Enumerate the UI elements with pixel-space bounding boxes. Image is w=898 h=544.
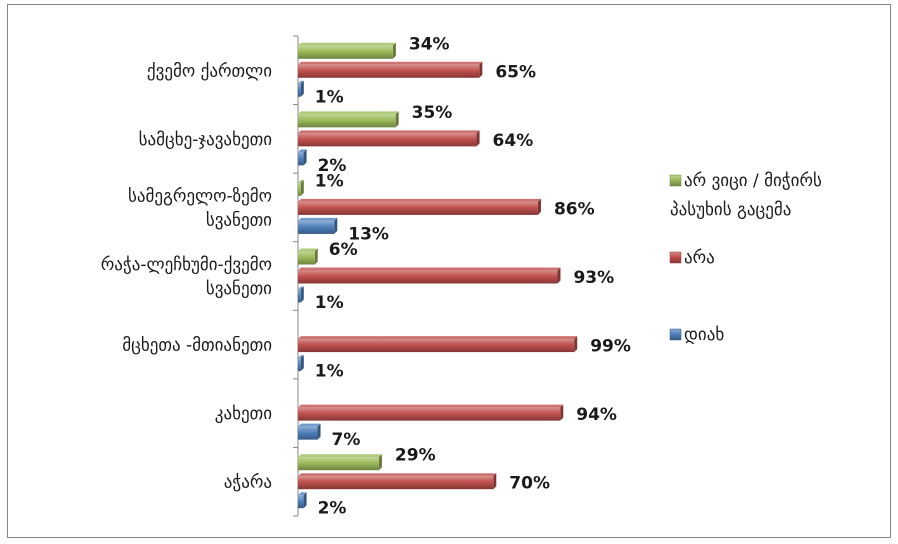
bar [298,133,477,147]
legend-swatch [669,251,682,264]
bar-top-face [298,336,578,340]
bar-end-face [537,198,541,215]
bar [298,426,318,440]
legend-swatch [669,328,682,341]
data-label: 86% [554,199,595,219]
bar-top-face [298,423,321,427]
bar-top-face [298,179,304,183]
category-label: რაჭა-ლეჩხუმი-ქვემო სვანეთი [101,255,272,299]
bar [298,457,379,471]
bar [298,251,315,265]
bar [298,64,480,78]
data-label: 13% [348,224,389,244]
bar [298,114,396,128]
bar [298,339,575,353]
bar-top-face [298,42,396,46]
bar [298,358,301,372]
bar-top-face [298,130,480,134]
bar-end-face [479,61,483,78]
data-label: 6% [329,240,358,260]
bar-end-face [300,179,304,196]
bar-end-face [395,111,399,128]
category-label: აჭარა [224,473,272,493]
bar-top-face [298,149,307,153]
bar-top-face [298,80,304,84]
bar-end-face [334,217,338,234]
data-label: 70% [509,474,550,494]
data-label: 93% [573,268,614,288]
data-label: 34% [409,34,450,54]
legend-swatch [669,174,682,187]
bar [298,201,538,215]
bar-top-face [298,492,307,496]
bar-top-face [298,61,483,65]
bar-end-face [392,42,396,59]
bar [298,45,393,59]
bar-end-face [557,267,561,284]
bar-end-face [314,248,318,265]
bar-top-face [298,267,561,271]
data-label: 99% [590,337,631,357]
data-label: 1% [315,293,344,313]
bar-end-face [493,473,497,490]
data-label: 2% [318,156,347,176]
data-label: 1% [315,362,344,382]
bar [298,220,335,234]
bar [298,407,561,421]
bar-end-face [560,404,564,421]
bar [298,476,494,490]
bar [298,83,301,97]
bar-top-face [298,198,541,202]
data-label: 1% [315,87,344,107]
legend-label: არ ვიცი / მიჭირს პასუხის გაცემა [670,171,822,220]
data-label: 1% [315,171,344,191]
bar-end-face [300,80,304,97]
bar [298,152,304,166]
bar-top-face [298,473,497,477]
bar-top-face [298,355,304,359]
legend-label: დიახ [684,325,724,345]
bar-end-face [303,149,307,166]
bar [298,182,301,196]
bar-end-face [378,454,382,471]
bar-end-face [300,355,304,372]
bar [298,270,558,284]
data-label: 65% [495,62,536,82]
bar-end-face [300,286,304,303]
bar-top-face [298,286,304,290]
data-label: 64% [493,131,534,151]
bar-top-face [298,248,318,252]
category-label: ქვემო ქართლი [147,61,272,81]
bar [298,289,301,303]
data-label: 35% [412,103,453,123]
legend-label: არა [684,248,715,268]
bar-end-face [476,130,480,147]
bar [298,495,304,509]
category-label: სამეგრელო-ზემო სვანეთი [128,186,272,230]
category-label: კახეთი [215,404,272,424]
bar-top-face [298,404,564,408]
bar-top-face [298,217,338,221]
bar-top-face [298,111,399,115]
data-label: 7% [332,430,361,450]
bar-end-face [317,423,321,440]
category-label: სამცხე-ჯავახეთი [139,130,272,150]
bar-end-face [574,336,578,353]
bar-top-face [298,454,382,458]
data-label: 29% [395,446,436,466]
bar-end-face [303,492,307,509]
category-label: მცხეთა -მთიანეთი [122,336,272,356]
data-label: 2% [318,499,347,519]
data-label: 94% [576,405,617,425]
